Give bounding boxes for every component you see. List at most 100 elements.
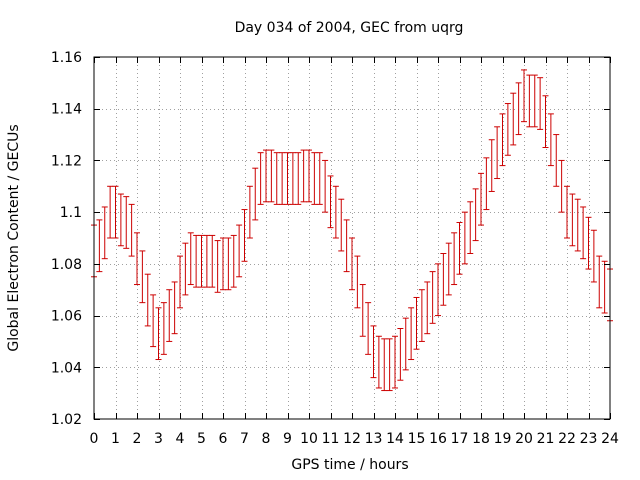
x-tick-label: 15 [408, 431, 426, 447]
error-bar-point [445, 242, 452, 296]
error-bar-point [531, 74, 538, 128]
x-tick-label: 20 [515, 431, 533, 447]
x-tick-label: 10 [300, 431, 318, 447]
error-bar-point [144, 273, 151, 327]
error-bar-point [558, 159, 565, 213]
x-tick-labels: 0 1 2 3 4 5 6 7 8 9 10 11 12 13 14 15 16 17 18 19 20 21 22 23 24 [90, 431, 619, 447]
error-bar-point [268, 149, 275, 203]
error-bar-point [327, 175, 334, 229]
x-tick-label: 18 [472, 431, 490, 447]
error-bar-point [521, 69, 527, 123]
error-bar-point [456, 221, 463, 275]
error-bar-point [107, 185, 114, 239]
x-tick-label: 12 [343, 431, 361, 447]
error-bar-point [461, 211, 468, 265]
error-bar-point [295, 152, 302, 205]
error-bar-point [177, 255, 183, 309]
error-bar-point [478, 172, 484, 226]
y-tick-label: 1.1 [60, 205, 82, 221]
y-tick-label: 1.16 [51, 50, 82, 66]
error-bar-point [311, 152, 318, 205]
error-bar-point [96, 219, 103, 273]
error-bar-point [440, 253, 447, 306]
x-tick-label: 8 [262, 431, 271, 447]
x-tick-label: 6 [219, 431, 228, 447]
error-bar-point [101, 206, 108, 260]
error-bar-point [349, 237, 355, 291]
x-tick-label: 14 [386, 431, 404, 447]
error-bar-point [564, 185, 570, 239]
error-bar-point [128, 203, 135, 257]
x-tick-label: 24 [601, 431, 619, 447]
error-bar-point [246, 185, 253, 239]
error-bar-point [451, 232, 458, 286]
error-bar-point [354, 255, 361, 309]
x-tick-label: 22 [558, 431, 576, 447]
error-bar-point [483, 157, 490, 211]
error-bar-point [225, 237, 232, 291]
x-tick-label: 21 [537, 431, 555, 447]
x-tick-label: 5 [197, 431, 206, 447]
error-bar-point [187, 232, 194, 286]
y-tick-label: 1.04 [51, 360, 82, 376]
error-bar-point [504, 103, 511, 156]
error-bar-point [257, 152, 264, 205]
y-tick-labels: 1.02 1.04 1.06 1.08 1.1 1.12 1.14 1.16 [51, 50, 82, 428]
error-bar-point [585, 216, 592, 270]
error-bar-point [123, 196, 130, 249]
x-tick-label: 9 [283, 431, 292, 447]
error-bar-point [241, 209, 248, 262]
error-bar-point [338, 198, 345, 252]
error-bar-point [343, 219, 350, 273]
x-tick-label: 23 [580, 431, 598, 447]
error-bar-point [418, 289, 425, 342]
error-bar-point [553, 134, 560, 187]
error-bar-point [580, 206, 587, 260]
error-bar-point [397, 328, 404, 381]
y-tick-label: 1.06 [51, 309, 82, 325]
error-bar-point [273, 152, 280, 205]
error-bar-point [402, 317, 409, 371]
error-bar-point [203, 234, 210, 288]
error-bar-point [408, 307, 415, 361]
x-tick-label: 16 [429, 431, 447, 447]
error-bar-point [375, 335, 382, 389]
error-bar-point [139, 250, 146, 304]
error-bar-point [370, 325, 377, 379]
error-bar-point [547, 113, 554, 167]
error-bar-point [236, 224, 243, 278]
ticks [94, 57, 611, 420]
error-bar-point [332, 185, 339, 239]
error-bar-point [230, 234, 237, 288]
error-bar-point [386, 338, 393, 392]
error-bar-point [542, 95, 549, 148]
y-tick-label: 1.08 [51, 257, 82, 273]
y-tick-label: 1.02 [51, 412, 82, 428]
error-bar-point [515, 82, 522, 136]
error-bar-point [510, 92, 517, 146]
x-tick-label: 11 [322, 431, 340, 447]
x-tick-label: 19 [494, 431, 512, 447]
series-errorbars [91, 69, 613, 392]
error-bar-point [263, 149, 269, 203]
y-tick-label: 1.14 [51, 102, 82, 118]
error-bar-point [279, 152, 286, 205]
x-tick-label: 1 [111, 431, 120, 447]
error-bar-point [569, 193, 576, 247]
error-bar-point [494, 126, 501, 180]
error-bar-point [117, 193, 124, 247]
error-bar-point [392, 335, 398, 389]
error-bar-point [574, 198, 581, 252]
x-axis-label: GPS time / hours [291, 457, 408, 473]
error-bar-point [193, 234, 200, 288]
error-bar-point [424, 281, 431, 335]
error-bar-point [284, 152, 291, 205]
x-tick-label: 7 [240, 431, 249, 447]
error-bar-point [300, 149, 307, 203]
error-bar-point [590, 229, 597, 283]
x-tick-label: 3 [154, 431, 163, 447]
error-bar-point [429, 271, 436, 324]
error-bar-point [365, 302, 372, 355]
error-bar-point [134, 232, 140, 286]
error-bar-point [182, 242, 189, 296]
